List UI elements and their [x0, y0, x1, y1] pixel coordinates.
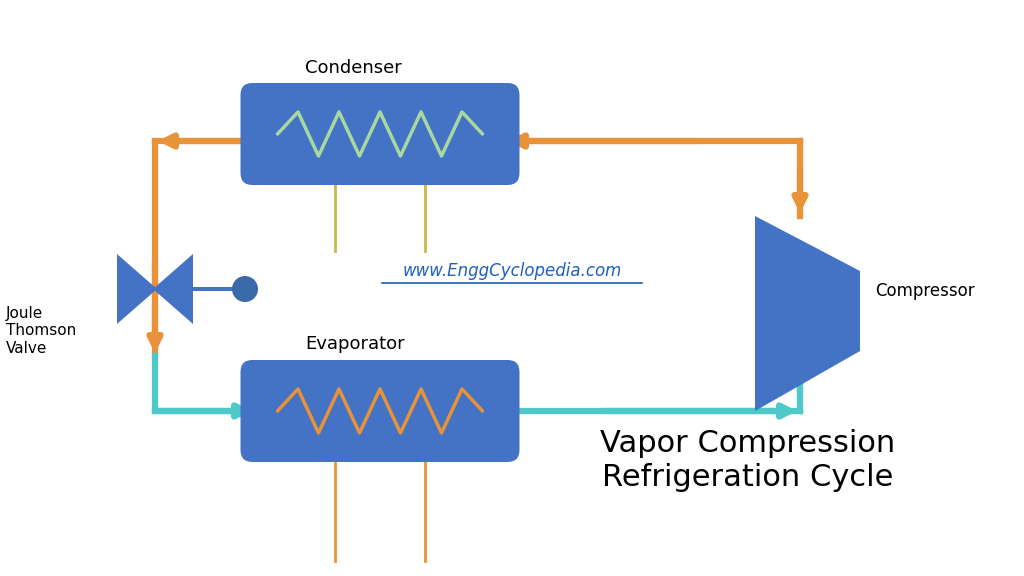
Polygon shape	[153, 254, 193, 324]
Text: Compressor: Compressor	[874, 282, 975, 300]
Text: Condenser: Condenser	[305, 59, 401, 77]
Text: Vapor Compression
Refrigeration Cycle: Vapor Compression Refrigeration Cycle	[600, 430, 895, 492]
FancyBboxPatch shape	[241, 360, 519, 462]
Circle shape	[232, 276, 258, 302]
Polygon shape	[117, 254, 157, 324]
Polygon shape	[755, 216, 860, 411]
FancyArrow shape	[193, 287, 233, 291]
Text: www.EnggCyclopedia.com: www.EnggCyclopedia.com	[402, 262, 622, 280]
Text: Evaporator: Evaporator	[305, 335, 404, 353]
FancyBboxPatch shape	[241, 83, 519, 185]
Text: Joule
Thomson
Valve: Joule Thomson Valve	[6, 306, 76, 356]
